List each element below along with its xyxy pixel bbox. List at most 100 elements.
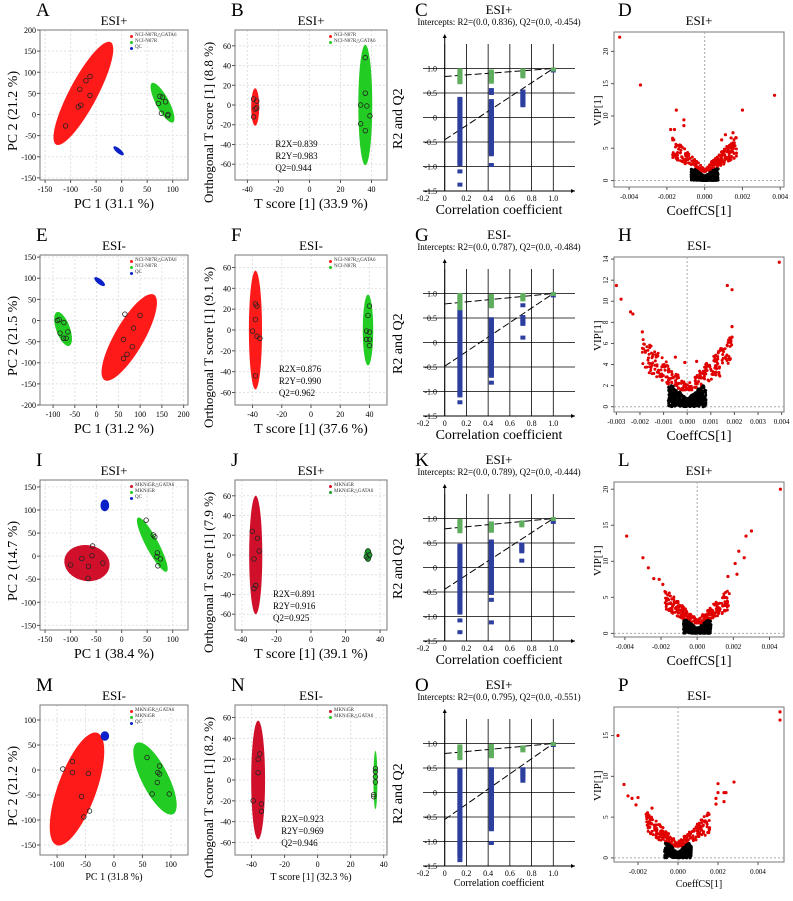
plot-area: -0.002 0.000 0.002 0.004 0 5 10 15 [602,706,785,876]
vip-point [684,383,688,387]
q2-point [457,618,463,623]
y-tick-label: 4 [602,362,610,366]
vip-point [679,615,683,619]
data-point [85,563,92,570]
plot-area: -0.2 0 0.2 0.4 0.6 0.8 1.0 -1.5 -1.0 -0.5 0 0.5 1.0 [417,259,575,428]
vip-point [713,178,717,182]
vip-point [646,829,650,833]
vip-point [723,133,728,137]
vip-point [672,595,676,599]
x-tick-label: -0.004 [616,643,635,651]
legend-marker [329,259,332,263]
vip-point [683,147,687,151]
y-tick-label: 0 [433,789,437,798]
vip-point [716,355,720,359]
data-point [255,756,261,762]
vip-point [650,372,654,376]
vip-point [707,624,711,628]
x-axis-label: Correlation coefficient [435,203,563,218]
vip-point [661,826,665,830]
vip-point [716,791,720,795]
legend-label: QC [135,495,142,500]
data-point [372,779,379,785]
vip-point [695,381,699,385]
data-point [83,78,89,84]
q2-point [488,597,494,602]
vip-point [665,849,669,853]
vip-point [719,347,723,351]
panel-letter: N [231,675,245,696]
x-tick-label: 0.6 [505,419,515,428]
vip-point [680,852,684,856]
vip-point [674,379,678,383]
vip-point [731,131,735,135]
vip-point [700,821,704,825]
vip-point [673,389,677,393]
vip-point [720,601,724,605]
vip-point [667,591,671,595]
vip-point [699,631,703,635]
vip-point [689,394,693,398]
vip-point [688,401,692,405]
vip-point [683,360,687,365]
x-tick-label: 0.8 [527,644,537,653]
vip-point [690,172,694,176]
vip-point [640,350,644,354]
vip-point [642,342,646,346]
legend-marker [130,709,133,713]
plot-area: -0.004 -0.002 0.000 0.002 0.004 0 5 10 15 20 [602,31,789,201]
r2-regression-line [444,293,554,305]
vip-point [715,367,719,371]
x-tick-label: -50 [80,860,91,869]
vip-point [703,388,707,392]
vip-point [708,613,712,617]
vip-point [697,170,701,174]
legend-label: MKN45R△GATA6 [334,714,374,719]
vip-point [689,836,693,840]
y-tick-label: 0 [433,564,437,573]
data-point [256,548,262,554]
vip-point [648,365,652,369]
data-point [166,791,172,797]
vip-point [671,385,675,389]
r2-point [520,745,526,750]
y-tick-label: -60 [220,160,231,169]
x-tick-label: -100 [46,410,61,419]
y-tick-label: -60 [220,610,231,619]
panel-o: O ESI+ Intercepts: R2=(0.0, 0.795), Q2=(0.… [385,675,595,900]
vip-point [727,592,731,596]
vip-point [729,158,733,162]
plot-frame [39,29,189,181]
vip-point [696,832,700,836]
legend-label: NCI-N87R [334,33,357,38]
legend-label: NCI-N87R△GATA6 [334,258,376,263]
vip-point [706,608,710,612]
y-tick-label: 0 [32,111,36,120]
x-tick-label: -20 [273,185,284,194]
vip-point [686,842,690,846]
legend: NCI-N87R△GATA6 NCI-N87R QC [130,33,177,51]
data-point [69,758,76,765]
plot-area: -0.2 0 0.2 0.4 0.6 0.8 1.0 -1.5 -1.0 -0.5 0 0.5 1.0 [417,484,575,653]
vip-point [651,352,655,356]
vip-point [719,153,723,157]
y-tick-label: -60 [220,839,231,848]
vip-point [702,631,706,635]
vip-point [672,127,677,132]
stat-line: R2X=0.891 [273,589,316,599]
vip-point [684,161,688,165]
vip-point [677,853,681,857]
vip-point [689,854,693,858]
vip-point [688,398,692,402]
x-tick-label: 0.4 [483,869,493,878]
vip-point [655,375,659,379]
axis-arrow [571,414,575,418]
vip-point [677,376,681,380]
vip-point [694,176,698,180]
vip-point [667,832,671,836]
vip-point [666,593,670,597]
vip-point [653,350,657,354]
y-tick-label: 6 [602,341,610,345]
vip-point [714,796,718,800]
vip-point [646,823,650,827]
